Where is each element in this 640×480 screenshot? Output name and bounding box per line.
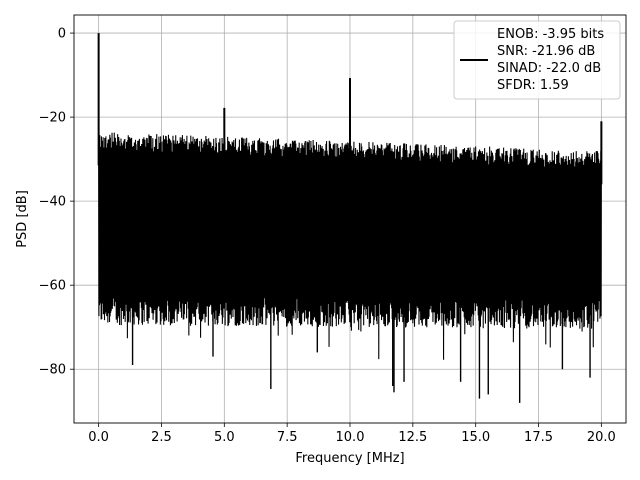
legend-box <box>453 20 621 100</box>
y-tick-label: 0 <box>58 27 66 42</box>
x-tick-label: 17.5 <box>524 430 553 445</box>
legend: ENOB: -3.95 bits SNR: -21.96 dB SINAD: -… <box>453 20 621 100</box>
legend-sinad-text: SINAD: -22.0 dB <box>497 61 601 76</box>
legend-enob-text: ENOB: -3.95 bits <box>497 27 604 42</box>
x-tick-label: 5.0 <box>214 430 235 445</box>
y-tick-label: −40 <box>39 195 66 210</box>
x-axis-label: Frequency [MHz] <box>295 451 404 466</box>
x-tick-label: 10.0 <box>336 430 365 445</box>
x-tick-label: 20.0 <box>587 430 616 445</box>
y-tick-label: −80 <box>39 363 66 378</box>
ticks: 0.0 2.5 5.0 7.5 10.0 12.5 15.0 17.5 20.0 0 −20 −40 −… <box>39 27 616 445</box>
y-tick-label: −20 <box>39 111 66 126</box>
legend-snr-text: SNR: -21.96 dB <box>497 44 595 59</box>
data-layer <box>97 33 603 403</box>
x-tick-label: 0.0 <box>88 430 109 445</box>
y-tick-label: −60 <box>39 279 66 294</box>
y-axis-label: PSD [dB] <box>15 190 30 248</box>
x-tick-label: 15.0 <box>461 430 490 445</box>
x-tick-label: 7.5 <box>277 430 298 445</box>
legend-sfdr-text: SFDR: 1.59 <box>497 78 569 93</box>
x-tick-label: 2.5 <box>151 430 172 445</box>
x-tick-label: 12.5 <box>398 430 427 445</box>
